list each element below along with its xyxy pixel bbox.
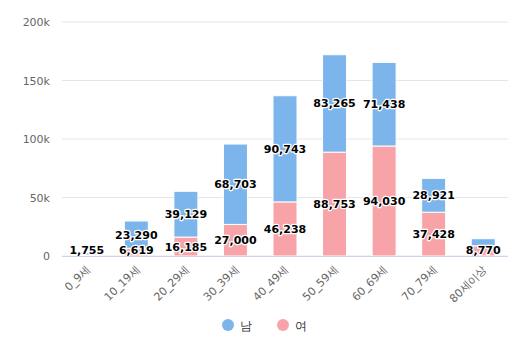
y-tick-label: 50k bbox=[30, 192, 51, 205]
grid-line bbox=[62, 80, 508, 81]
data-label: 94,030 bbox=[363, 195, 406, 208]
x-tick-label: 70_79세 bbox=[399, 263, 440, 304]
data-label: 46,238 bbox=[264, 223, 306, 236]
y-tick-label: 200k bbox=[23, 16, 51, 29]
data-label: 71,438 bbox=[363, 98, 405, 111]
data-labels: 1,755 6,619 23,290 16,185 39,129 27,000 68,703… bbox=[69, 97, 501, 257]
x-tick-label: 40_49세 bbox=[250, 263, 291, 304]
data-label: 28,921 bbox=[412, 189, 454, 202]
data-label: 1,755 bbox=[69, 244, 104, 257]
data-label: 83,265 bbox=[313, 97, 355, 110]
data-label: 6,619 bbox=[119, 244, 154, 257]
data-label: 8,770 bbox=[466, 244, 501, 257]
legend-marker[interactable] bbox=[277, 319, 289, 331]
x-tick-label: 0_9세 bbox=[62, 263, 93, 294]
data-label: 90,743 bbox=[264, 143, 306, 156]
data-label: 68,703 bbox=[214, 178, 256, 191]
x-tick-label: 30_39세 bbox=[201, 263, 242, 304]
x-tick-label: 50_59세 bbox=[300, 263, 341, 304]
x-tick-label: 20_29세 bbox=[151, 263, 192, 304]
y-tick-label: 100k bbox=[23, 133, 51, 146]
data-label: 37,428 bbox=[412, 228, 454, 241]
data-label: 16,185 bbox=[165, 241, 207, 254]
x-tick-label: 60_69세 bbox=[350, 263, 391, 304]
data-label: 23,290 bbox=[115, 229, 158, 242]
legend-label[interactable]: 여 bbox=[295, 319, 307, 333]
bars bbox=[75, 55, 495, 256]
data-label: 27,000 bbox=[214, 234, 257, 247]
chart: 0 50k 100k 150k 200k 1,755 6,619 23,290 16,185 39… bbox=[0, 0, 530, 338]
legend-label[interactable]: 남 bbox=[240, 319, 252, 333]
y-tick-label: 0 bbox=[43, 250, 50, 263]
data-label: 88,753 bbox=[313, 198, 355, 211]
x-tick-label: 80세이상 bbox=[447, 263, 489, 305]
x-tick-label: 10_19세 bbox=[102, 263, 143, 304]
y-tick-label: 150k bbox=[23, 75, 51, 88]
data-label: 39,129 bbox=[165, 208, 207, 221]
legend-marker[interactable] bbox=[222, 319, 234, 331]
x-axis bbox=[62, 256, 508, 257]
grid-line bbox=[62, 22, 508, 23]
